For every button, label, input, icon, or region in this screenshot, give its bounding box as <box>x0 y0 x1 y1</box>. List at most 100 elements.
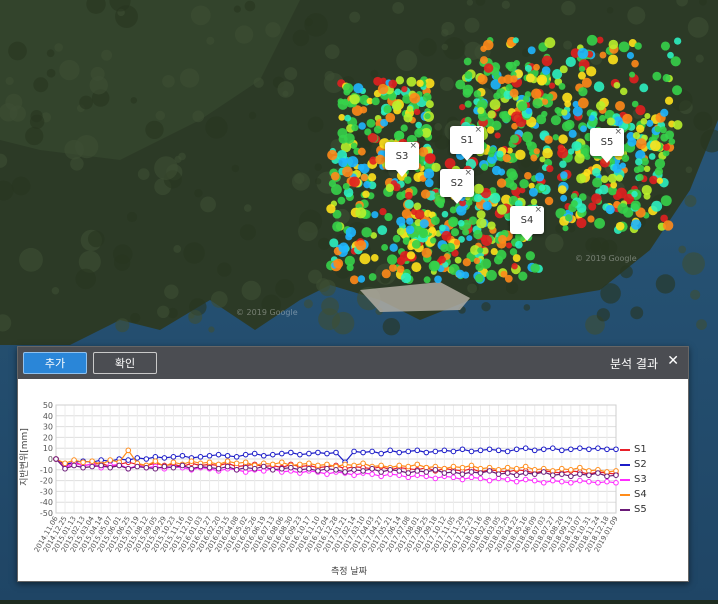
data-point <box>486 477 493 484</box>
data-point <box>613 479 619 486</box>
marker-s1[interactable]: S1 × <box>450 125 484 161</box>
data-point <box>306 460 312 467</box>
data-point <box>179 452 186 459</box>
data-point <box>613 446 619 453</box>
chart-grid <box>55 404 617 514</box>
data-point <box>459 464 466 471</box>
data-point <box>62 465 68 472</box>
data-point <box>125 447 132 454</box>
data-point <box>604 446 610 453</box>
data-point <box>522 470 529 476</box>
data-point <box>577 471 583 477</box>
data-point <box>378 450 384 457</box>
marker-label: S1 <box>460 134 474 146</box>
data-point <box>297 467 303 473</box>
data-point <box>342 469 348 475</box>
data-point <box>188 458 195 464</box>
data-point <box>513 478 520 485</box>
data-point <box>179 462 186 469</box>
marker-s2[interactable]: S2 × <box>440 168 474 204</box>
data-point <box>324 471 330 477</box>
data-point <box>414 461 421 468</box>
data-point <box>450 463 457 470</box>
data-point <box>577 477 583 484</box>
data-point <box>288 449 294 456</box>
close-icon[interactable]: ✕ <box>667 353 679 369</box>
data-point <box>468 462 475 469</box>
data-point <box>459 446 466 453</box>
data-point <box>269 467 276 473</box>
data-point <box>71 457 77 463</box>
legend-label: S2 <box>634 459 647 470</box>
data-point <box>477 470 484 476</box>
legend-swatch <box>620 448 630 451</box>
data-point <box>152 465 159 472</box>
data-point <box>143 456 150 462</box>
close-icon[interactable]: × <box>409 141 417 151</box>
data-point <box>604 478 610 485</box>
data-point <box>269 451 276 458</box>
data-point <box>549 477 556 484</box>
data-point <box>568 467 574 473</box>
legend-item-s5[interactable]: S5 <box>620 502 647 517</box>
data-point <box>405 448 412 455</box>
data-point <box>459 476 466 483</box>
close-icon[interactable]: × <box>534 205 542 215</box>
data-point <box>80 464 86 471</box>
data-point <box>342 461 348 468</box>
data-point <box>143 464 150 471</box>
data-point <box>522 463 529 470</box>
data-point <box>170 459 177 466</box>
legend-item-s3[interactable]: S3 <box>620 472 647 487</box>
data-point <box>540 469 547 475</box>
legend-item-s1[interactable]: S1 <box>620 442 647 457</box>
data-point <box>432 448 439 455</box>
legend-swatch <box>620 478 630 481</box>
add-button[interactable]: 추가 <box>23 352 87 374</box>
map-watermark: © 2019 Google <box>236 308 298 317</box>
data-point <box>423 449 430 456</box>
data-point <box>242 451 249 458</box>
legend-swatch <box>620 508 630 511</box>
y-tick-label: -20 <box>40 477 53 486</box>
marker-label: S4 <box>520 214 534 226</box>
data-point <box>513 446 520 453</box>
marker-label: S3 <box>395 150 409 162</box>
marker-s4[interactable]: S4 × <box>510 205 544 241</box>
close-icon[interactable]: × <box>474 125 482 135</box>
data-point <box>62 460 68 467</box>
data-point <box>125 457 132 463</box>
legend-swatch <box>620 463 630 466</box>
data-point <box>468 474 475 481</box>
close-icon[interactable]: × <box>614 127 622 137</box>
data-point <box>360 468 366 474</box>
data-point <box>152 458 159 464</box>
data-point <box>242 459 249 466</box>
data-point <box>513 465 520 472</box>
marker-s5[interactable]: S5 × <box>590 127 624 163</box>
data-point <box>486 468 493 474</box>
data-point <box>495 471 502 477</box>
data-point <box>432 467 439 473</box>
confirm-button[interactable]: 확인 <box>93 352 157 374</box>
data-point <box>459 471 466 477</box>
marker-s3[interactable]: S3 × <box>385 141 419 177</box>
close-icon[interactable]: × <box>464 168 472 178</box>
data-point <box>297 451 303 458</box>
data-point <box>161 463 168 470</box>
data-point <box>504 464 511 471</box>
legend-item-s2[interactable]: S2 <box>620 457 647 472</box>
data-point <box>324 465 330 472</box>
data-point <box>224 458 231 464</box>
y-tick-label: -30 <box>40 487 53 496</box>
legend-item-s4[interactable]: S4 <box>620 487 647 502</box>
panel-title: 분석 결과 <box>610 357 658 371</box>
data-point <box>586 446 592 453</box>
data-point <box>315 468 321 474</box>
y-tick-label: -10 <box>40 466 53 475</box>
legend-label: S3 <box>634 474 647 485</box>
data-point <box>369 448 375 455</box>
data-point <box>540 479 547 486</box>
